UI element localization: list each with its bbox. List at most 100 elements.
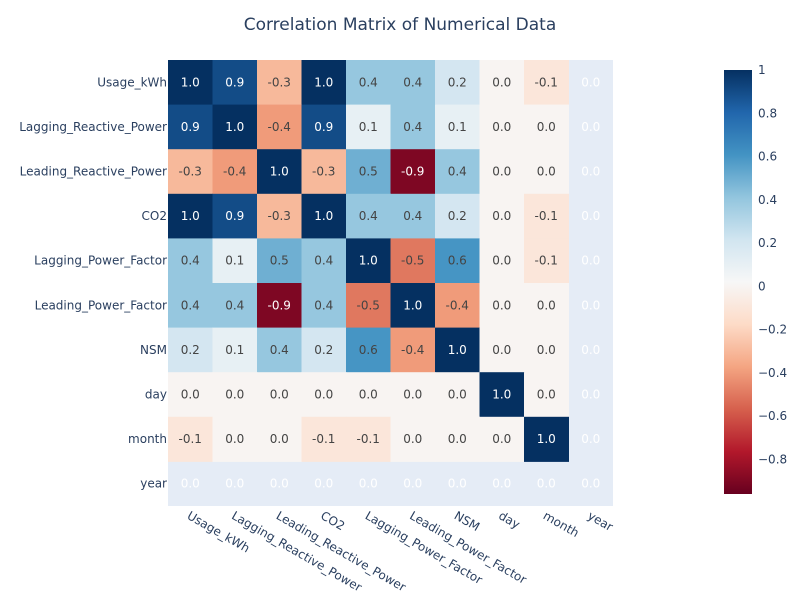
- y-tick-label: Leading_Power_Factor: [35, 298, 167, 312]
- heatmap-cell: [435, 193, 480, 239]
- x-tick-label: day: [496, 508, 522, 531]
- heatmap-cell: [524, 60, 569, 106]
- heatmap-cell-labels: 1.0 0.9 -0.3 1.0 0.4 0.4 0.2 0.0 -0.1 0.0 0.9 1.0 -0…: [179, 75, 601, 490]
- chart-title: Correlation Matrix of Numerical Data: [244, 15, 557, 35]
- colorbar-gradient: [724, 70, 752, 494]
- cell-value-label: 0.0: [359, 477, 378, 491]
- cell-value-label: 0.4: [270, 343, 289, 357]
- heatmap-cell: [212, 193, 258, 239]
- heatmap-cell: [479, 283, 525, 329]
- cell-value-label: 1.0: [403, 298, 422, 312]
- heatmap-cell: [524, 327, 569, 373]
- cell-value-label: 0.2: [448, 209, 467, 223]
- cell-value-label: -0.3: [312, 165, 335, 179]
- cell-value-label: -0.5: [401, 254, 424, 268]
- cell-value-label: 0.0: [537, 477, 556, 491]
- cell-value-label: -0.4: [401, 343, 424, 357]
- cell-value-label: 0.1: [225, 343, 244, 357]
- cell-value-label: 0.4: [181, 254, 200, 268]
- heatmap-cell: [435, 327, 480, 373]
- heatmap-cell: [479, 104, 525, 150]
- cell-value-label: -0.5: [357, 298, 380, 312]
- heatmap-cell: [257, 238, 302, 284]
- heatmap-cell: [168, 327, 213, 373]
- colorbar-tick-label: −0.6: [758, 409, 787, 423]
- heatmap-cell: [524, 193, 569, 239]
- cell-value-label: 0.0: [448, 477, 467, 491]
- heatmap-cell: [301, 372, 347, 418]
- y-tick-label: day: [145, 388, 167, 402]
- heatmap-cell: [390, 372, 436, 418]
- cell-value-label: -0.1: [357, 432, 380, 446]
- heatmap-cell: [168, 416, 213, 462]
- x-axis: Usage_kWhLagging_Reactive_PowerLeading_R…: [185, 508, 616, 594]
- cell-value-label: 0.4: [359, 75, 378, 89]
- heatmap-cell: [168, 283, 213, 329]
- heatmap-cell: [301, 104, 347, 150]
- cell-value-label: -0.3: [179, 165, 202, 179]
- heatmap-cell: [212, 104, 258, 150]
- cell-value-label: -0.9: [268, 298, 291, 312]
- heatmap-cell: [390, 149, 436, 195]
- cell-value-label: -0.3: [268, 75, 291, 89]
- y-tick-label: year: [140, 477, 167, 491]
- x-tick-label: year: [585, 508, 615, 534]
- cell-value-label: -0.3: [268, 209, 291, 223]
- colorbar-tick-label: −0.2: [758, 323, 787, 337]
- heatmap-cell: [168, 104, 213, 150]
- cell-value-label: 0.4: [314, 298, 333, 312]
- heatmap-cell: [257, 60, 302, 106]
- heatmap-cell: [168, 238, 213, 284]
- cell-value-label: 0.0: [403, 388, 422, 402]
- cell-value-label: -0.4: [446, 298, 469, 312]
- heatmap-cell: [346, 60, 391, 106]
- cell-value-label: 0.0: [537, 388, 556, 402]
- cell-value-label: 1.0: [314, 75, 333, 89]
- cell-value-label: 0.0: [492, 477, 511, 491]
- cell-value-label: 0.0: [581, 254, 600, 268]
- cell-value-label: 0.0: [403, 432, 422, 446]
- cell-value-label: 1.0: [225, 120, 244, 134]
- heatmap-cell: [257, 283, 302, 329]
- heatmap-cell: [257, 327, 302, 373]
- cell-value-label: 0.0: [403, 477, 422, 491]
- heatmap-cell: [346, 327, 391, 373]
- cell-value-label: 0.4: [181, 298, 200, 312]
- heatmap-cell: [212, 327, 258, 373]
- cell-value-label: 0.2: [181, 343, 200, 357]
- heatmap-cell: [168, 60, 213, 106]
- cell-value-label: 0.0: [225, 477, 244, 491]
- cell-value-label: 1.0: [270, 165, 289, 179]
- heatmap-cell: [435, 372, 480, 418]
- heatmap-cell: [435, 283, 480, 329]
- cell-value-label: 0.0: [314, 388, 333, 402]
- heatmap-cell: [390, 283, 436, 329]
- cell-value-label: -0.1: [179, 432, 202, 446]
- heatmap-cell: [390, 416, 436, 462]
- cell-value-label: 0.0: [581, 343, 600, 357]
- colorbar-tick-label: 0.2: [758, 236, 777, 250]
- heatmap-cell: [390, 238, 436, 284]
- cell-value-label: 0.5: [270, 254, 289, 268]
- cell-value-label: 0.0: [492, 432, 511, 446]
- cell-value-label: 0.4: [403, 209, 422, 223]
- cell-value-label: 0.0: [492, 165, 511, 179]
- heatmap-cell: [524, 283, 569, 329]
- cell-value-label: 0.4: [314, 254, 333, 268]
- heatmap-cell: [390, 193, 436, 239]
- cell-value-label: 0.0: [581, 298, 600, 312]
- cell-value-label: 0.0: [359, 388, 378, 402]
- heatmap-cell: [524, 372, 569, 418]
- cell-value-label: 0.0: [270, 477, 289, 491]
- heatmap-cell: [301, 60, 347, 106]
- cell-value-label: 0.0: [225, 388, 244, 402]
- heatmap-cell: [257, 149, 302, 195]
- heatmap-cell: [212, 283, 258, 329]
- y-tick-label: Usage_kWh: [97, 75, 167, 89]
- cell-value-label: 0.0: [492, 209, 511, 223]
- y-axis: Usage_kWh Lagging_Reactive_Power Leading_R…: [19, 75, 167, 490]
- y-tick-label: Lagging_Power_Factor: [34, 254, 167, 268]
- cell-value-label: 0.0: [181, 388, 200, 402]
